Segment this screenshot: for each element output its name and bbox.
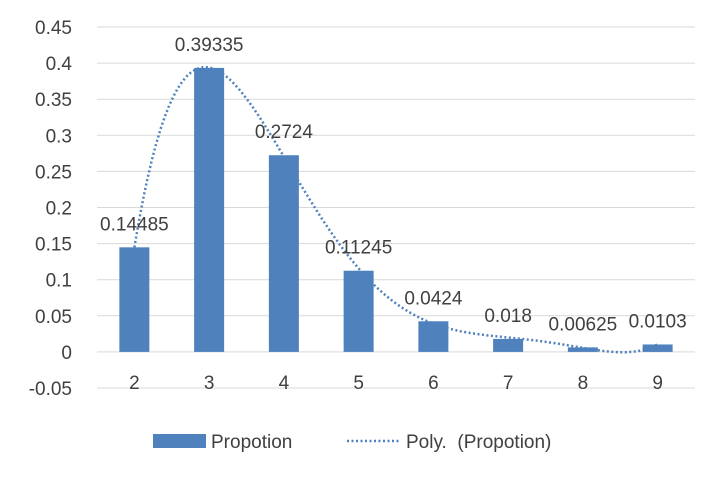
x-tick-label: 4: [279, 373, 290, 394]
bar-7: [493, 338, 524, 352]
x-tick-label: 6: [428, 373, 439, 394]
y-axis-tick-labels: 0.45 0.4 0.35 0.3 0.25 0.2 0.15 0.1 0.05 0 -0.05: [29, 18, 73, 400]
bar-5: [343, 270, 374, 352]
y-tick-label: 0.35: [35, 90, 72, 111]
y-tick-label: 0.3: [46, 126, 72, 147]
bar-2: [119, 247, 150, 352]
bar-series: [119, 67, 673, 352]
x-tick-label: 2: [129, 373, 140, 394]
polynomial-trendline: [133, 65, 659, 354]
data-label-2: 0.14485: [100, 214, 169, 235]
y-tick-label: 0.25: [35, 162, 72, 183]
legend-label-propotion: Propotion: [211, 432, 292, 453]
y-tick-label: 0.05: [35, 307, 72, 328]
data-label-8: 0.00625: [549, 314, 618, 335]
data-label-3: 0.39335: [175, 35, 244, 56]
legend-label-trendline: Poly. (Propotion): [406, 432, 551, 453]
bar-8: [567, 347, 598, 352]
y-tick-label: 0.15: [35, 235, 72, 256]
y-tick-label: 0.1: [46, 271, 72, 292]
y-tick-label: 0.4: [46, 54, 73, 75]
data-label-6: 0.0424: [404, 288, 463, 309]
bar-3: [194, 67, 225, 352]
data-label-7: 0.018: [484, 306, 532, 327]
x-axis-tick-labels: 2 3 4 5 6 7 8 9: [129, 373, 663, 394]
x-tick-label: 9: [652, 373, 663, 394]
bar-9: [642, 344, 673, 352]
y-tick-label: 0.2: [46, 199, 72, 220]
x-tick-label: 7: [503, 373, 514, 394]
data-labels: 0.14485 0.39335 0.2724 0.11245 0.0424 0.018 0.…: [100, 35, 687, 335]
y-tick-label: 0.45: [35, 18, 72, 39]
x-tick-label: 5: [353, 373, 364, 394]
data-label-5: 0.11245: [325, 238, 392, 259]
bar-4: [268, 155, 299, 352]
x-tick-label: 3: [204, 373, 215, 394]
data-label-4: 0.2724: [255, 122, 314, 143]
legend-swatch-propotion: [153, 434, 206, 448]
y-tick-label: 0: [61, 343, 72, 364]
data-label-9: 0.0103: [629, 311, 687, 332]
legend: Propotion Poly. (Propotion): [153, 432, 551, 453]
x-tick-label: 8: [578, 373, 589, 394]
y-tick-label: -0.05: [29, 379, 72, 400]
